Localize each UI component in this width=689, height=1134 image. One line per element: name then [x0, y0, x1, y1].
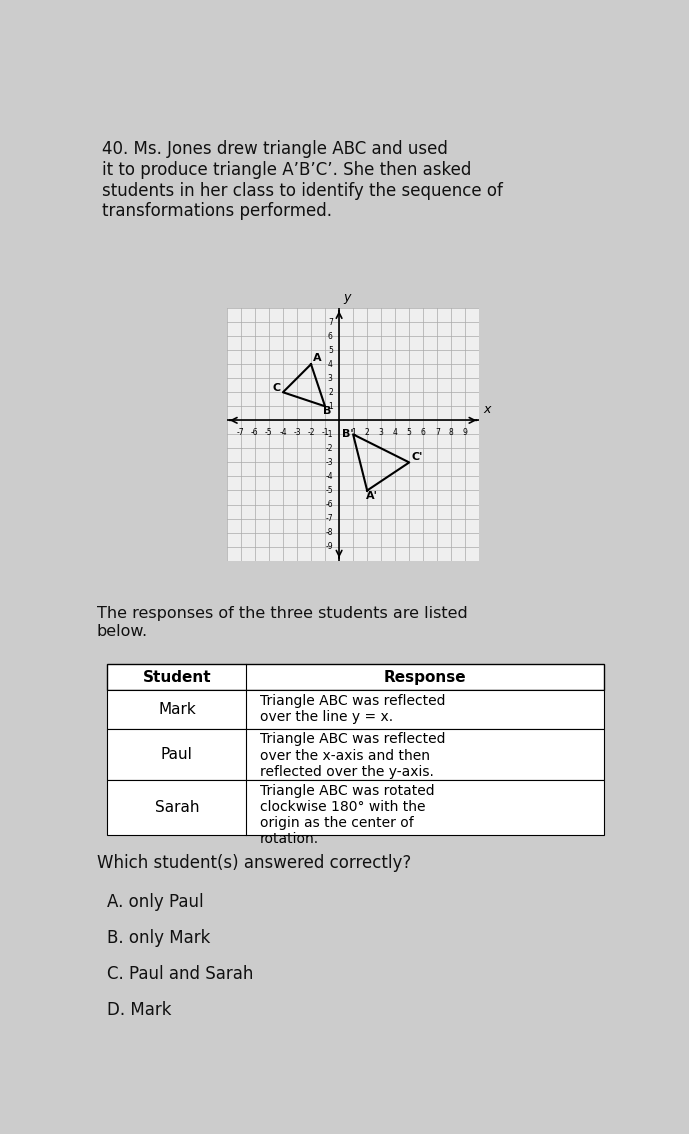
Text: Triangle ABC was reflected
over the x-axis and then
reflected over the y-axis.: Triangle ABC was reflected over the x-ax…: [260, 733, 445, 779]
Text: -5: -5: [325, 486, 333, 494]
Text: -3: -3: [294, 428, 301, 437]
Text: The responses of the three students are listed
below.: The responses of the three students are …: [96, 607, 468, 638]
Text: A': A': [366, 491, 378, 501]
Text: C: C: [272, 383, 280, 392]
Text: -6: -6: [325, 500, 333, 509]
Text: 1: 1: [328, 401, 333, 411]
Text: Which student(s) answered correctly?: Which student(s) answered correctly?: [96, 854, 411, 872]
Text: 6: 6: [328, 331, 333, 340]
Text: B: B: [323, 406, 331, 416]
Text: C': C': [411, 452, 423, 463]
Text: -7: -7: [237, 428, 245, 437]
Text: -5: -5: [265, 428, 273, 437]
Text: -7: -7: [325, 514, 333, 523]
Bar: [107, 663, 604, 691]
Text: -2: -2: [325, 443, 333, 452]
Text: 2: 2: [328, 388, 333, 397]
Bar: [107, 691, 604, 729]
Text: 3: 3: [379, 428, 384, 437]
Text: -4: -4: [279, 428, 287, 437]
Text: 7: 7: [435, 428, 440, 437]
Text: Student: Student: [143, 669, 212, 685]
Text: 2: 2: [364, 428, 369, 437]
Text: -8: -8: [325, 528, 333, 538]
Text: 3: 3: [328, 374, 333, 383]
Text: y: y: [343, 290, 351, 304]
Text: 1: 1: [351, 428, 356, 437]
Text: -1: -1: [321, 428, 329, 437]
Text: Response: Response: [384, 669, 466, 685]
Text: 8: 8: [449, 428, 454, 437]
Text: 4: 4: [328, 359, 333, 369]
Text: A. only Paul: A. only Paul: [107, 892, 204, 911]
Text: -6: -6: [251, 428, 258, 437]
Text: -1: -1: [325, 430, 333, 439]
Text: Mark: Mark: [158, 702, 196, 717]
Text: -3: -3: [325, 458, 333, 467]
Text: B': B': [342, 429, 353, 439]
Text: 6: 6: [421, 428, 426, 437]
Text: Triangle ABC was reflected
over the line y = x.: Triangle ABC was reflected over the line…: [260, 694, 445, 723]
Text: C. Paul and Sarah: C. Paul and Sarah: [107, 965, 254, 983]
Text: Sarah: Sarah: [154, 801, 199, 815]
Text: 4: 4: [393, 428, 398, 437]
Text: 5: 5: [328, 346, 333, 355]
Text: A: A: [313, 354, 322, 363]
Text: x: x: [484, 403, 491, 416]
Text: 5: 5: [407, 428, 411, 437]
Text: B. only Mark: B. only Mark: [107, 929, 211, 947]
Text: Paul: Paul: [161, 747, 193, 762]
Text: -4: -4: [325, 472, 333, 481]
Text: Triangle ABC was rotated
clockwise 180° with the
origin as the center of
rotatio: Triangle ABC was rotated clockwise 180° …: [260, 784, 434, 846]
Text: -9: -9: [325, 542, 333, 551]
Text: 40. Ms. Jones drew triangle ABC and used
it to produce triangle A’B’C’. She then: 40. Ms. Jones drew triangle ABC and used…: [102, 141, 503, 220]
Bar: [107, 780, 604, 836]
Text: D. Mark: D. Mark: [107, 1000, 172, 1018]
Text: 9: 9: [463, 428, 468, 437]
Text: 7: 7: [328, 318, 333, 327]
Bar: [107, 729, 604, 780]
Text: -2: -2: [307, 428, 315, 437]
